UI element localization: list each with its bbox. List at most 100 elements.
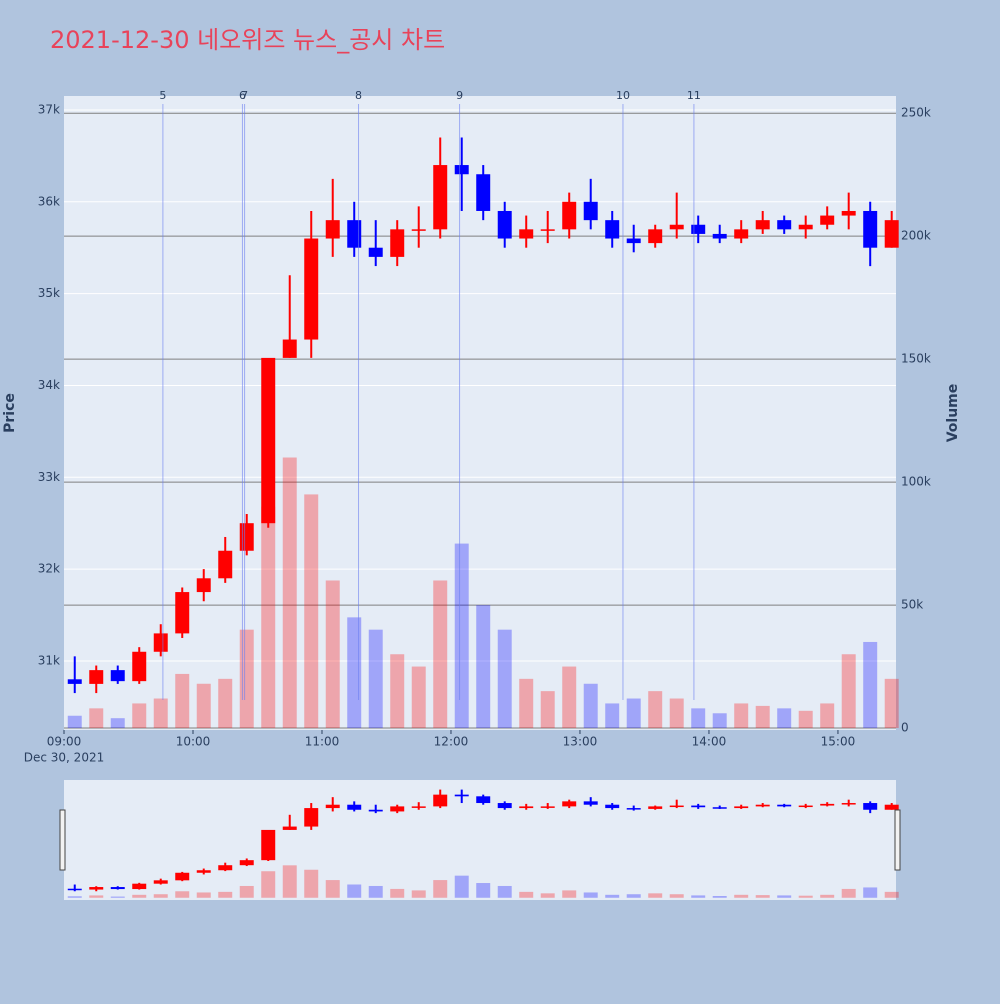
mini-volume-bar <box>411 890 426 898</box>
news-label: 8 <box>355 89 362 102</box>
mini-volume-bar <box>841 888 856 898</box>
mini-candle-body <box>196 870 211 873</box>
mini-candle-body <box>583 801 598 805</box>
volume-bar <box>175 673 190 729</box>
volume-bar <box>390 654 405 729</box>
mini-volume-bar <box>476 883 491 898</box>
mini-candle-body <box>798 805 813 808</box>
mini-candle-body <box>175 872 190 881</box>
mini-volume-bar <box>347 884 362 898</box>
mini-candle-body <box>411 806 426 808</box>
mini-volume-bar <box>691 895 706 898</box>
mini-volume-bar <box>282 865 297 898</box>
candle-body <box>540 229 555 231</box>
y2-tick-label: 150k <box>901 352 931 366</box>
candle-body <box>669 224 684 230</box>
mini-candle-body <box>884 804 899 810</box>
candle-body <box>863 210 878 248</box>
candle-body <box>153 633 168 652</box>
mini-candle-body <box>734 806 749 809</box>
volume-bar <box>712 713 727 729</box>
candle-body <box>562 201 577 230</box>
range-handle-right[interactable] <box>894 809 901 871</box>
mini-volume-bar <box>132 894 147 898</box>
candle-body <box>583 201 598 221</box>
candle-body <box>325 220 340 239</box>
y-tick-label: 37k <box>38 102 60 116</box>
mini-volume-bar <box>67 896 82 898</box>
mini-candle-body <box>497 803 512 809</box>
range-handle-left[interactable] <box>59 809 66 871</box>
mini-volume-bar <box>261 871 276 898</box>
candle-body <box>777 220 792 230</box>
mini-volume-bar <box>540 893 555 898</box>
volume-bar <box>218 678 233 729</box>
mini-candle-body <box>218 865 233 871</box>
mini-candle-body <box>132 883 147 890</box>
mini-volume-bar <box>755 895 770 898</box>
y-tick-label: 33k <box>38 470 60 484</box>
volume-bar <box>540 691 555 729</box>
candle-body <box>712 233 727 239</box>
volume-bar <box>132 703 147 729</box>
news-label: 7 <box>241 89 248 102</box>
mini-volume-bar <box>712 895 727 898</box>
candle-body <box>605 220 620 239</box>
volume-bar <box>884 678 899 729</box>
mini-volume-bar <box>110 896 125 898</box>
candle-body <box>519 229 534 239</box>
candle-body <box>390 229 405 257</box>
mini-volume-bar <box>519 891 534 898</box>
candle-body <box>433 165 448 230</box>
y-tick-label: 31k <box>38 653 60 667</box>
mini-candle-body <box>304 808 319 827</box>
candle-body <box>110 670 125 682</box>
volume-bar <box>261 506 276 729</box>
mini-candle-body <box>454 794 469 797</box>
mini-candle-body <box>820 803 835 806</box>
mini-volume-bar <box>196 892 211 898</box>
volume-bar <box>239 629 254 729</box>
candle-body <box>820 215 835 225</box>
y2-tick-label: 50k <box>901 598 923 612</box>
candle-body <box>734 229 749 239</box>
volume-bar <box>798 710 813 729</box>
news-label: 5 <box>159 89 166 102</box>
volume-bar <box>89 708 104 729</box>
mini-candle-body <box>648 806 663 809</box>
news-label: 10 <box>616 89 630 102</box>
volume-bar <box>583 683 598 729</box>
y-tick-label: 34k <box>38 378 60 392</box>
mini-candle-body <box>863 803 878 810</box>
candle-body <box>67 679 82 684</box>
mini-volume-bar <box>798 895 813 898</box>
mini-volume-bar <box>497 885 512 898</box>
y2-tick-label: 250k <box>901 106 931 120</box>
volume-bar <box>411 666 426 729</box>
news-label: 9 <box>456 89 463 102</box>
x-tick-label: 10:00 <box>176 735 211 749</box>
candle-body <box>196 578 211 593</box>
x-tick-label: 15:00 <box>821 735 856 749</box>
mini-candle-body <box>691 805 706 808</box>
candle-body <box>411 229 426 231</box>
mini-candle-body <box>67 888 82 891</box>
mini-candle-body <box>476 796 491 804</box>
mini-candle-body <box>282 826 297 830</box>
volume-bar <box>777 708 792 729</box>
x-tick-label: 13:00 <box>563 735 598 749</box>
mini-volume-bar <box>669 894 684 898</box>
candle-body <box>884 220 899 248</box>
mini-volume-bar <box>884 891 899 898</box>
x-tick-label: 09:00 <box>47 735 82 749</box>
volume-bar <box>368 629 383 729</box>
volume-bar <box>325 580 340 729</box>
mini-candle-body <box>239 860 254 866</box>
mini-volume-bar <box>777 895 792 898</box>
candle-body <box>282 339 297 358</box>
y-axis-title: Price <box>2 393 18 433</box>
candle-body <box>691 224 706 234</box>
mini-candle-body <box>325 804 340 809</box>
volume-bar <box>497 629 512 729</box>
y-tick-label: 32k <box>38 562 60 576</box>
